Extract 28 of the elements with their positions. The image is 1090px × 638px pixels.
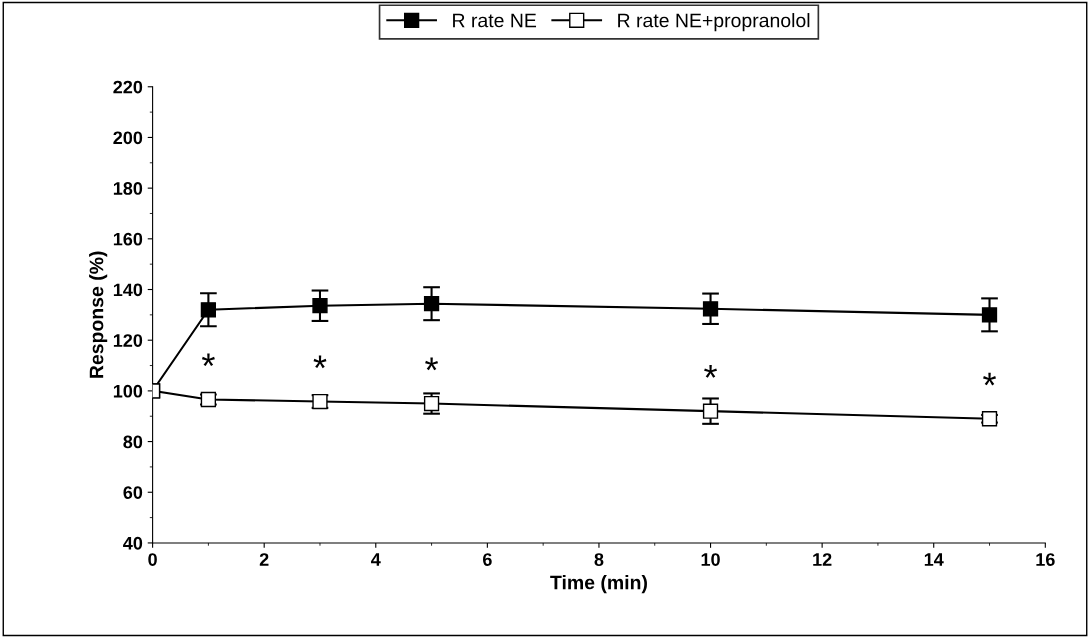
y-tick-label: 40 — [123, 536, 143, 550]
annotation: * — [313, 355, 327, 369]
x-tick-label: 0 — [148, 553, 157, 566]
y-tick-label: 220 — [113, 80, 143, 94]
annotation: * — [704, 365, 718, 378]
y-tick-label: 140 — [113, 283, 143, 297]
y-tick-label: 180 — [113, 182, 143, 195]
x-tick-label: 6 — [483, 553, 492, 566]
legend-label: R rate NE — [453, 13, 537, 28]
annotation: * — [201, 353, 215, 367]
x-axis-title: Time (min) — [550, 575, 647, 594]
y-tick-label: 160 — [113, 232, 143, 246]
x-tick-label: 2 — [259, 553, 269, 566]
x-tick-label: 8 — [594, 553, 604, 566]
x-tick-label: 4 — [371, 553, 381, 566]
y-tick-label: 100 — [113, 384, 143, 398]
annotation: * — [983, 372, 996, 386]
x-tick-label: 14 — [924, 553, 944, 566]
x-tick-label: 16 — [1036, 553, 1055, 566]
x-tick-label: 10 — [701, 553, 720, 566]
y-tick-label: 80 — [123, 435, 143, 449]
y-tick-label: 60 — [123, 486, 143, 499]
y-tick-label: 200 — [113, 131, 143, 145]
legend-label: R rate NE+propranolol — [618, 13, 810, 32]
x-tick-label: 12 — [813, 553, 832, 566]
y-tick-label: 120 — [113, 334, 143, 347]
y-axis-title: Response (%) — [89, 251, 108, 378]
annotation: * — [425, 357, 439, 371]
